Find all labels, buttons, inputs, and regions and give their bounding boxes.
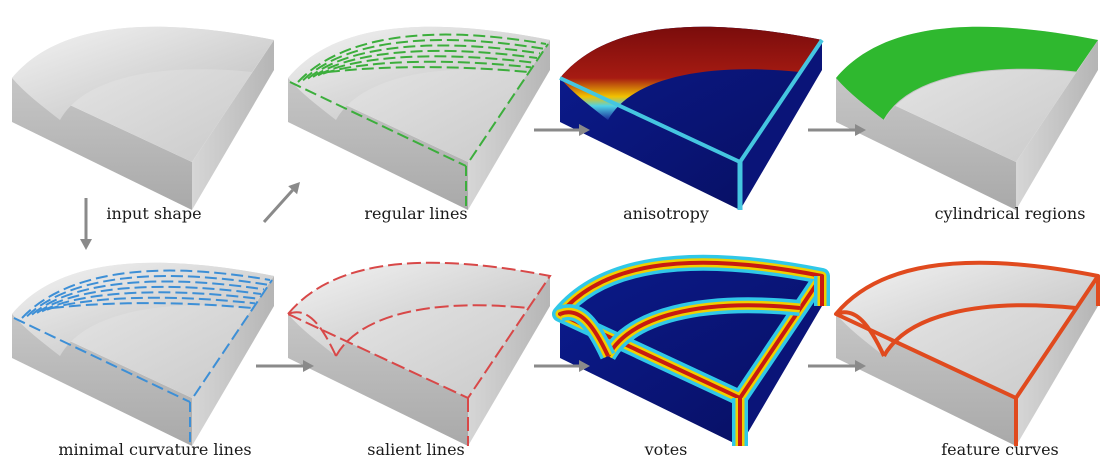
curved-band xyxy=(12,262,274,356)
feature-curve-1 xyxy=(882,303,1077,357)
curvature-dash-line-4 xyxy=(317,55,535,77)
curved-band xyxy=(288,26,550,120)
panel-input xyxy=(12,26,274,210)
curvature-dash-line-0 xyxy=(21,269,271,319)
arrow-anisotropy-to-cylindrical xyxy=(808,124,866,136)
side-edge-dashes xyxy=(193,279,273,397)
arrow-salient-to-votes xyxy=(534,360,590,372)
side-edge-dashes xyxy=(469,43,549,161)
caption-cylindrical-regions: cylindrical regions xyxy=(934,204,1086,223)
curvature-dash-line-4 xyxy=(41,291,259,313)
arrow-regular-to-anisotropy xyxy=(534,124,590,136)
shape-side-face xyxy=(1016,276,1098,446)
curvature-dash-line-0 xyxy=(297,33,547,83)
arrow-input-to-minimal-curvature xyxy=(80,198,92,250)
curvature-dash-line-6 xyxy=(327,66,529,73)
caption-minimal-curvature-lines: minimal curvature lines xyxy=(58,440,252,459)
panel-feature xyxy=(834,260,1100,446)
feature-curve-2 xyxy=(835,310,886,357)
shape-side-face xyxy=(192,40,274,210)
caption-votes: votes xyxy=(644,440,688,459)
anisotropy-heat-band xyxy=(560,26,822,120)
curvature-dash-line-1 xyxy=(302,39,544,82)
front-edge-dashes xyxy=(289,81,467,167)
arrow-minimal-to-salient xyxy=(256,360,314,372)
caption-feature-curves: feature curves xyxy=(941,440,1059,459)
panel-votes xyxy=(552,254,830,446)
panel-aniso xyxy=(559,26,824,210)
vote-glow-core-1 xyxy=(606,303,801,357)
shape-side-face xyxy=(468,276,550,446)
vote-glow-core-2 xyxy=(559,310,610,357)
panel-mincurv xyxy=(12,262,274,446)
curved-band xyxy=(12,26,274,120)
arrow-input-to-regular xyxy=(262,182,300,224)
panel-cyl xyxy=(836,26,1098,210)
salient-dash-1 xyxy=(335,304,529,357)
caption-salient-lines: salient lines xyxy=(367,440,465,459)
shape-side-face xyxy=(1016,40,1098,210)
shape-side-face xyxy=(192,276,274,446)
feature-curve-0 xyxy=(834,260,1100,400)
shape-side-face xyxy=(468,40,550,210)
panel-salient xyxy=(286,261,552,446)
vote-glow-core-0 xyxy=(558,260,824,400)
shape-side-face xyxy=(740,40,822,210)
arrow-votes-to-feature xyxy=(808,360,866,372)
salient-dash-0 xyxy=(286,261,552,400)
front-edge-dashes xyxy=(13,317,191,403)
curvature-dash-line-2 xyxy=(307,44,541,80)
salient-dash-2 xyxy=(287,311,337,357)
caption-input-shape: input shape xyxy=(106,204,202,223)
inner-arc xyxy=(883,68,1077,121)
caption-regular-lines: regular lines xyxy=(364,204,468,223)
panel-regular xyxy=(288,26,550,210)
curvature-dash-line-2 xyxy=(31,280,265,316)
curvature-dash-line-6 xyxy=(51,302,253,309)
curvature-dash-line-1 xyxy=(26,275,268,318)
caption-anisotropy: anisotropy xyxy=(623,204,709,223)
